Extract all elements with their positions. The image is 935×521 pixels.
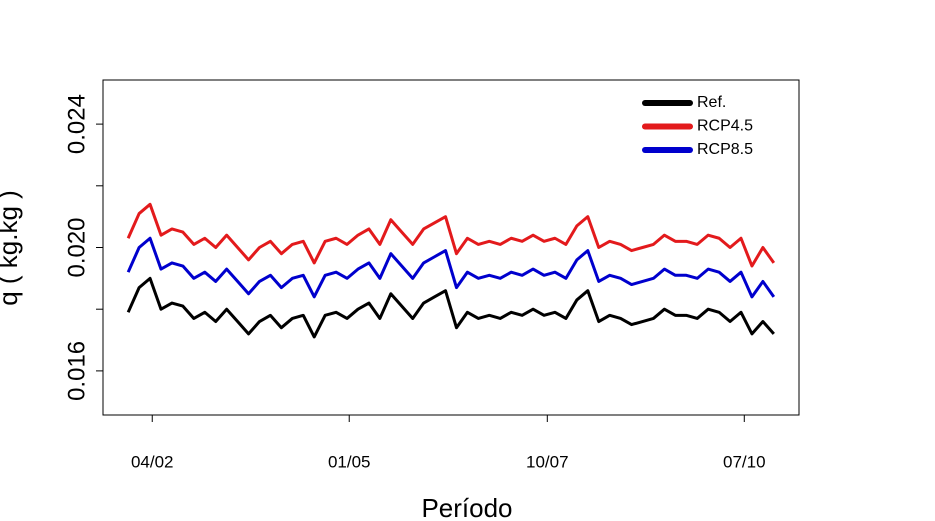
x-tick-label: 10/07: [526, 452, 569, 471]
series-line: [126, 276, 775, 339]
series-line: [126, 236, 776, 299]
x-tick-label: 07/10: [723, 452, 766, 471]
legend-label: RCP4.5: [697, 118, 753, 135]
series-line: [126, 202, 776, 268]
x-tick-label: 01/05: [328, 452, 371, 471]
y-tick-label: 0.020: [63, 217, 90, 277]
x-tick-label: 04/02: [131, 452, 174, 471]
y-axis-label: q ( kg.kg ): [0, 190, 23, 306]
y-tick-label: 0.016: [63, 341, 90, 401]
y-tick-label: 0.024: [63, 94, 90, 154]
legend-label: Ref.: [697, 94, 726, 111]
x-axis-label: Período: [421, 493, 512, 521]
plot-box: [102, 79, 800, 416]
legend-label: RCP8.5: [697, 141, 753, 158]
